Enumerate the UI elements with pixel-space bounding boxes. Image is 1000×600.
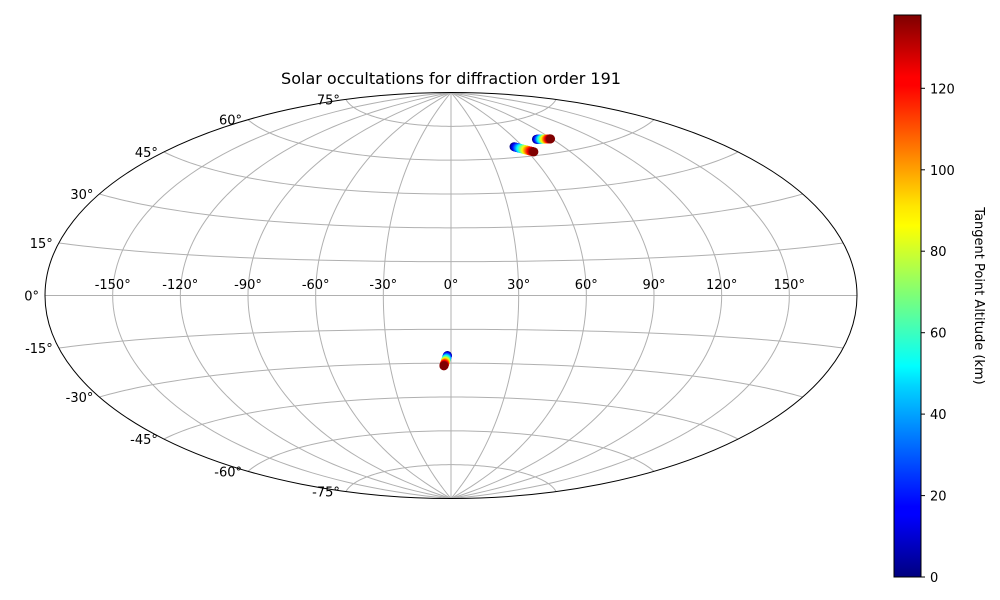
chart-title: Solar occultations for diffraction order…: [281, 69, 621, 88]
parallel-line: [163, 396, 739, 440]
latitude-tick-label: 30°: [70, 188, 93, 203]
parallel-line: [163, 151, 739, 195]
longitude-tick-label: 90°: [642, 278, 665, 293]
longitude-tick-label: -90°: [234, 278, 262, 293]
parallel-line: [58, 242, 844, 263]
colorbar-tick-label: 0: [930, 571, 938, 586]
latitude-tick-label: 15°: [30, 237, 53, 252]
colorbar: 0 20 40 60 80 100 120 Tangent Point Altitude (…: [893, 14, 986, 586]
latitude-tick-label: 60°: [219, 114, 242, 129]
map-gridlines: [45, 92, 857, 499]
colorbar-tick-label: 80: [930, 245, 947, 260]
colorbar-tick-label: 60: [930, 327, 947, 342]
colorbar-tick-label: 100: [930, 164, 955, 179]
colorbar-tick-label: 40: [930, 408, 947, 423]
occultation-point: [439, 361, 449, 371]
latitude-tick-labels: -75° -60° -45° -30° -15° 0° 15° 30° 45° 60° 75°: [24, 93, 340, 500]
latitude-tick-label: -60°: [214, 465, 242, 480]
latitude-tick-label: 0°: [24, 290, 39, 305]
longitude-tick-label: 150°: [774, 278, 805, 293]
latitude-tick-label: -75°: [312, 486, 340, 501]
parallel-line: [99, 193, 803, 229]
longitude-tick-label: 60°: [575, 278, 598, 293]
parallel-line: [99, 362, 803, 398]
latitude-tick-label: 45°: [135, 146, 158, 161]
colorbar-label: Tangent Point Altitude (km): [971, 206, 986, 384]
longitude-tick-label: 30°: [507, 278, 530, 293]
colorbar-ticks: 0 20 40 60 80 100 120: [921, 82, 955, 586]
map-boundary: [44, 92, 858, 499]
longitude-tick-label: 120°: [706, 278, 737, 293]
parallel-line: [58, 328, 844, 349]
occultation-point: [546, 134, 556, 144]
occultation-points: [439, 134, 556, 371]
colorbar-gradient: [893, 14, 922, 578]
parallel-line: [345, 99, 557, 127]
parallel-line: [345, 464, 557, 492]
longitude-tick-label: -150°: [95, 278, 131, 293]
parallel-line: [247, 119, 655, 161]
occultation-point: [529, 147, 539, 157]
parallel-line: [247, 430, 655, 472]
longitude-tick-label: -120°: [162, 278, 198, 293]
longitude-tick-label: -30°: [369, 278, 397, 293]
colorbar-tick-label: 120: [930, 82, 955, 97]
latitude-tick-label: -45°: [130, 433, 158, 448]
latitude-tick-label: -15°: [25, 342, 53, 357]
colorbar-tick-label: 20: [930, 490, 947, 505]
longitude-tick-label: 0°: [444, 278, 459, 293]
longitude-tick-labels: -150° -120° -90° -60° -30° 0° 30° 60° 90° 120° 150…: [95, 278, 805, 293]
latitude-tick-label: 75°: [317, 93, 340, 108]
latitude-tick-label: -30°: [66, 391, 94, 406]
longitude-tick-label: -60°: [302, 278, 330, 293]
